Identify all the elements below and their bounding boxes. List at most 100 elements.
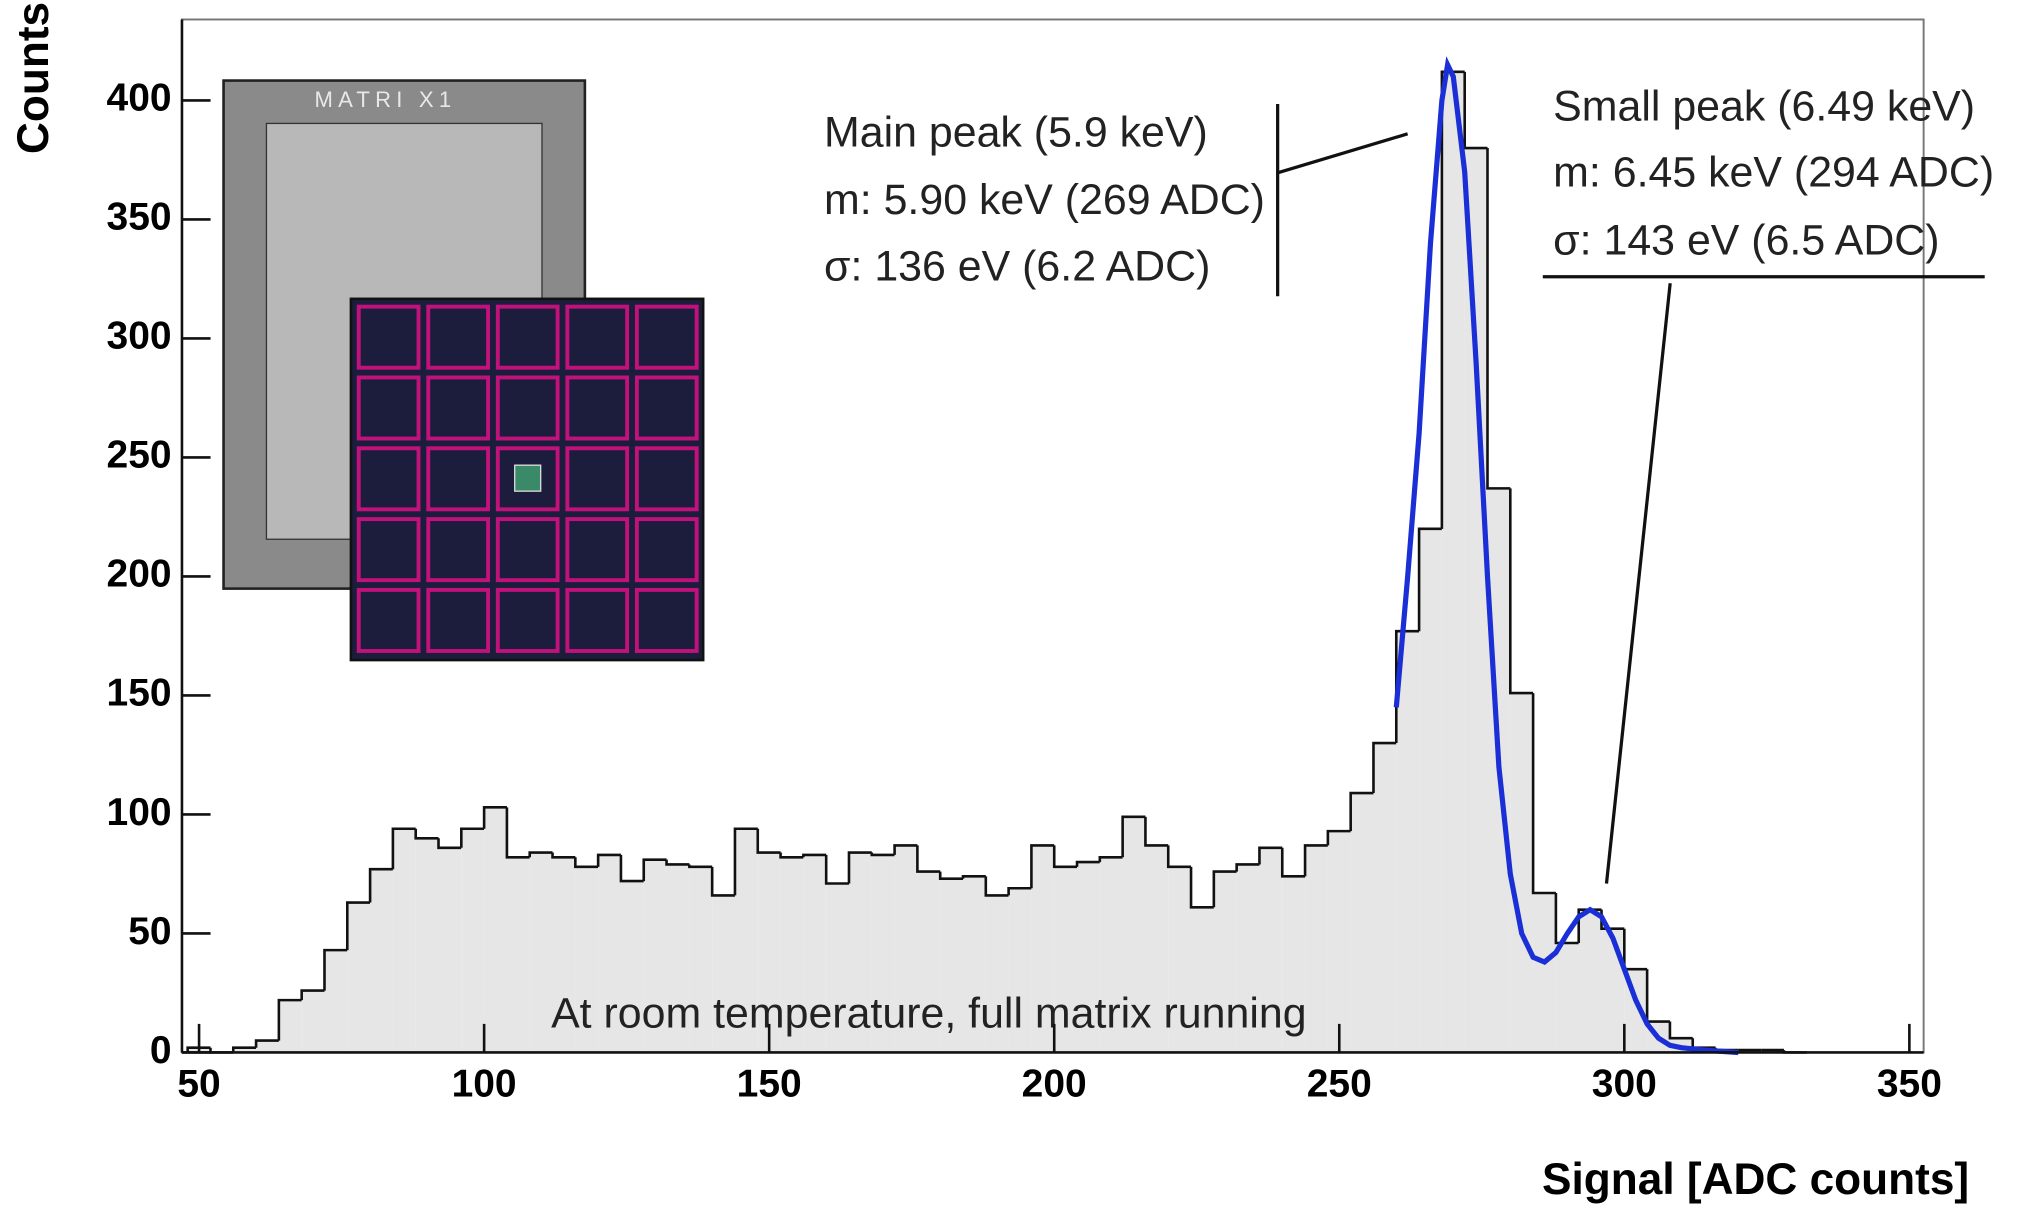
y-tick-label: 200 xyxy=(107,553,172,596)
bar xyxy=(643,859,667,1053)
pixel-cell xyxy=(634,446,699,512)
bar xyxy=(370,869,393,1053)
bar xyxy=(712,895,735,1053)
y-tick-label: 350 xyxy=(107,196,172,239)
bar xyxy=(278,1000,302,1053)
x-tick-label: 200 xyxy=(1022,1063,1087,1106)
bar xyxy=(301,990,325,1053)
pixel-cell xyxy=(356,446,421,512)
bar-outline xyxy=(938,871,964,881)
bar-outline xyxy=(1144,816,1169,847)
annotation: m: 5.90 keV (269 ADC) xyxy=(824,176,1265,224)
bar xyxy=(1168,866,1192,1053)
bar xyxy=(529,852,553,1053)
bar-outline xyxy=(1417,527,1442,632)
bar xyxy=(803,854,827,1053)
bar xyxy=(1191,907,1214,1053)
bar xyxy=(1099,857,1123,1053)
bar-outline xyxy=(710,866,735,897)
bar-outline xyxy=(1303,844,1328,877)
histogram xyxy=(186,70,1807,1054)
bar-outline xyxy=(1166,845,1192,869)
annotation: Small peak (6.49 keV) xyxy=(1553,82,1975,130)
bar-outline xyxy=(984,876,1009,897)
pixel-cell xyxy=(565,587,630,653)
bar xyxy=(1510,693,1534,1053)
bar-outline xyxy=(368,867,393,903)
x-tick-label: 100 xyxy=(452,1063,517,1106)
bar-outline xyxy=(893,844,918,855)
bar xyxy=(1145,845,1169,1053)
bar xyxy=(1213,871,1237,1053)
bar xyxy=(1464,148,1488,1053)
pixel-cell xyxy=(565,517,630,583)
bar-outline xyxy=(1463,71,1488,150)
bar-outline xyxy=(1121,815,1146,858)
bar-outline xyxy=(323,948,348,991)
pixel-cell xyxy=(495,375,560,441)
center-pixel xyxy=(514,464,542,492)
y-tick-label: 50 xyxy=(128,910,171,953)
bar xyxy=(963,876,986,1053)
bar-outline xyxy=(642,858,667,882)
inset-label: MATRI X1 xyxy=(315,87,457,112)
bar-outline xyxy=(870,852,895,857)
bar-outline xyxy=(847,851,872,884)
bar-outline xyxy=(1098,856,1123,863)
bar-outline xyxy=(1007,886,1032,896)
x-tick-label: 350 xyxy=(1877,1063,1942,1106)
bar xyxy=(1236,864,1260,1053)
bar-outline xyxy=(619,854,644,883)
pixel-cell xyxy=(356,517,421,583)
bar xyxy=(1031,845,1055,1053)
pixel-cell xyxy=(495,304,560,370)
bar xyxy=(415,838,439,1053)
y-axis-title: Counts xyxy=(9,2,58,154)
chip-inset: MATRI X1 xyxy=(222,79,705,662)
bar-outline xyxy=(574,857,599,869)
pixel-cell xyxy=(634,587,699,653)
bar-outline xyxy=(756,828,781,854)
x-axis-title: Signal [ADC counts] xyxy=(1542,1155,1969,1204)
bar-outline xyxy=(300,989,325,1001)
bar-outline xyxy=(1235,863,1260,872)
bar xyxy=(1578,909,1602,1053)
bar xyxy=(689,866,713,1053)
bar-outline xyxy=(779,852,804,859)
leader-line xyxy=(1277,132,1409,175)
bar-outline xyxy=(460,827,485,848)
annotation: Main peak (5.9 keV) xyxy=(824,108,1208,156)
bar xyxy=(1419,528,1442,1053)
bar xyxy=(734,828,758,1053)
bar xyxy=(1282,876,1306,1053)
bar-outline xyxy=(1531,693,1556,895)
bar-outline xyxy=(186,1046,211,1053)
bar xyxy=(894,845,918,1053)
bar xyxy=(575,866,599,1053)
pixel-cell xyxy=(634,517,699,583)
bar xyxy=(780,857,804,1053)
pixel-cell xyxy=(356,304,421,370)
leader-line xyxy=(1604,283,1672,884)
bar-outline xyxy=(733,827,758,896)
bar xyxy=(1533,893,1556,1053)
bar-outline xyxy=(482,806,507,829)
bar xyxy=(1008,888,1032,1053)
bar xyxy=(1555,942,1579,1053)
bar-outline xyxy=(1372,741,1397,794)
bar-outline xyxy=(1554,893,1579,945)
bar-outline xyxy=(596,853,621,867)
bar xyxy=(1077,862,1100,1053)
fit-curve xyxy=(1393,56,1739,1056)
bar xyxy=(392,828,416,1053)
bar xyxy=(1122,816,1146,1053)
bar-outline xyxy=(437,838,462,850)
bar-outline xyxy=(1030,844,1055,889)
pixel-cell xyxy=(426,304,491,370)
bar-outline xyxy=(1509,488,1534,695)
bar-outline xyxy=(1052,845,1078,869)
bar-outline xyxy=(528,851,553,858)
bar-outline xyxy=(1326,829,1351,846)
